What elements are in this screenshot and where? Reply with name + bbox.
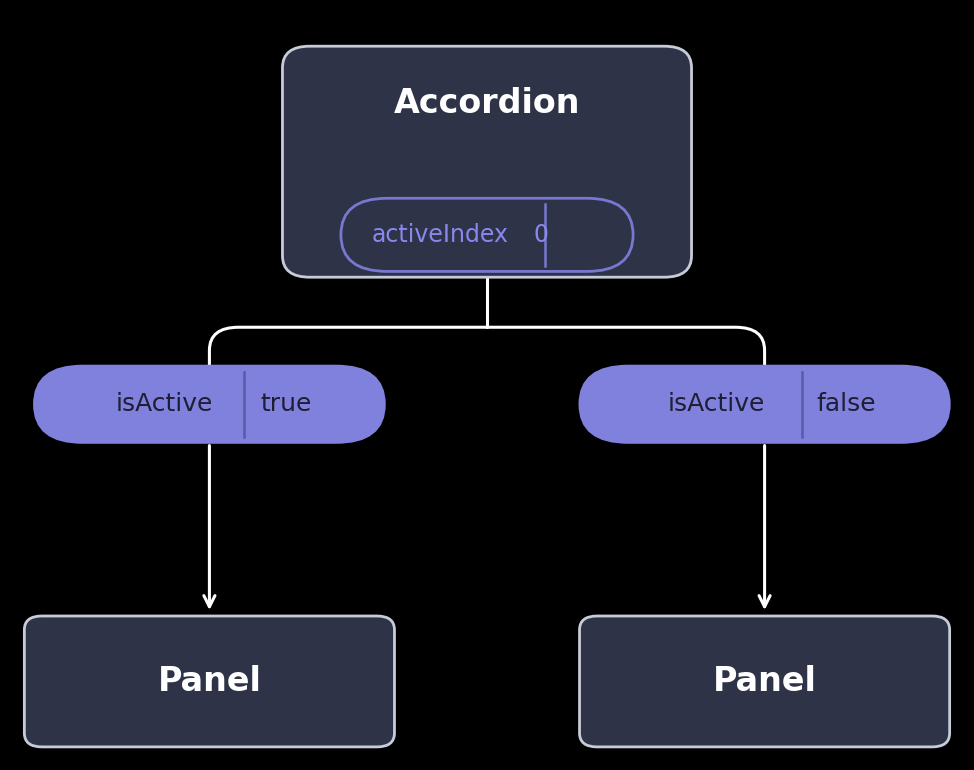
- Text: Panel: Panel: [158, 665, 261, 698]
- FancyBboxPatch shape: [24, 616, 394, 747]
- Text: isActive: isActive: [668, 392, 766, 417]
- FancyBboxPatch shape: [282, 46, 692, 277]
- FancyBboxPatch shape: [34, 366, 385, 443]
- FancyBboxPatch shape: [580, 366, 950, 443]
- Text: isActive: isActive: [115, 392, 212, 417]
- FancyBboxPatch shape: [341, 199, 633, 272]
- FancyBboxPatch shape: [580, 616, 950, 747]
- Text: false: false: [816, 392, 876, 417]
- Text: Accordion: Accordion: [393, 88, 581, 120]
- Text: 0: 0: [534, 223, 548, 247]
- Text: true: true: [261, 392, 313, 417]
- Text: Panel: Panel: [713, 665, 816, 698]
- Text: activeIndex: activeIndex: [372, 223, 508, 247]
